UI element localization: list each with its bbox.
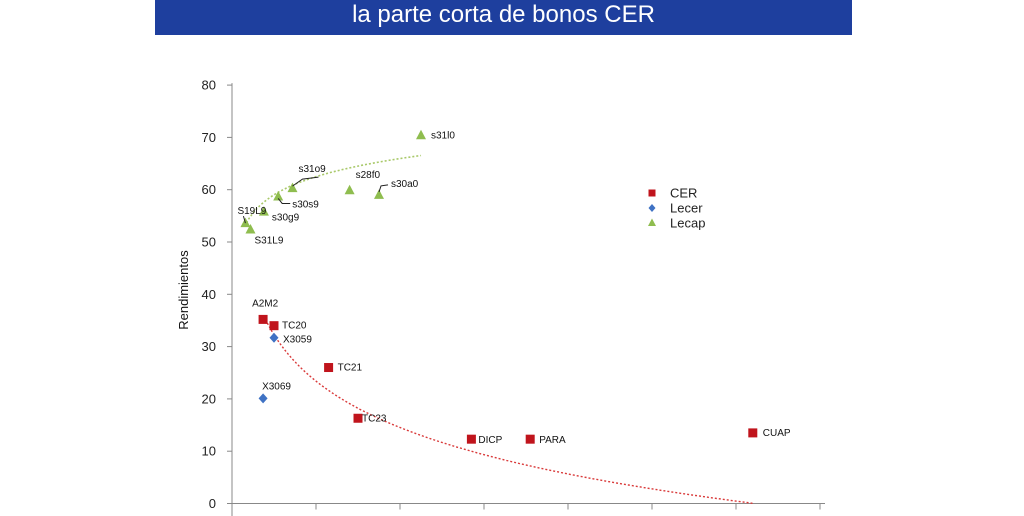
legend-label: Lecer: [670, 201, 703, 216]
legend-marker-lecap: [648, 218, 656, 226]
cer-point: [525, 434, 535, 444]
data-label: X3069: [262, 381, 291, 392]
y-tick-label: 70: [202, 130, 216, 145]
data-label: PARA: [539, 435, 566, 446]
y-tick-label: 0: [209, 496, 216, 511]
cer-point: [353, 413, 363, 423]
data-label: s28f0: [356, 170, 381, 181]
cer-point: [258, 314, 268, 324]
trend-lines: [243, 154, 755, 505]
y-tick-label: 50: [202, 235, 216, 250]
leader-line: [292, 176, 319, 187]
leader-line: [378, 184, 389, 193]
data-label: TC20: [282, 321, 307, 332]
data-label: s31l0: [431, 130, 455, 141]
lecap-point: [344, 184, 355, 195]
legend-marker-lecer: [648, 204, 656, 212]
leader-line: [277, 198, 291, 204]
cer-point: [324, 363, 334, 373]
lecap-point: [287, 182, 298, 193]
point-labels: A2M2 TC20 TC21 TC23 DICP PARA CUAP X3059 X3069 S1…: [237, 130, 790, 446]
cer-point: [748, 428, 758, 438]
y-tick-label: 20: [202, 391, 216, 406]
lecer-point: [258, 393, 268, 404]
lecap-point: [258, 206, 269, 216]
legend-marker-cer: [648, 189, 656, 197]
leader-line: [242, 216, 246, 224]
lecap-point: [245, 223, 256, 234]
y-tick-label: 40: [202, 287, 216, 302]
data-label: TC21: [338, 363, 363, 374]
y-tick-label: 10: [202, 444, 216, 459]
legend-label: Lecap: [670, 216, 705, 231]
data-label: s31o9: [298, 164, 326, 175]
data-label: A2M2: [252, 298, 279, 309]
data-label: TC23: [362, 413, 387, 424]
slide-title-banner: la parte corta de bonos CER: [155, 0, 852, 35]
slide-title: la parte corta de bonos CER: [352, 1, 655, 28]
lecap-point: [416, 129, 426, 140]
data-label: X3059: [283, 335, 312, 346]
y-axis-label: Rendimientos: [176, 250, 191, 330]
data-label: s30a0: [391, 179, 419, 190]
data-label: S19L9: [237, 206, 266, 217]
y-tick-label: 80: [202, 78, 216, 93]
y-tick-label: 30: [202, 339, 216, 354]
data-label: s30s9: [292, 199, 319, 210]
chart-axes: 0 10 20 30 40 50 60 70 80: [202, 78, 825, 516]
lecer-point: [269, 332, 279, 343]
legend-label: CER: [670, 186, 697, 201]
data-label: DICP: [478, 435, 502, 446]
data-label: CUAP: [763, 428, 791, 439]
lecap-point: [273, 190, 284, 201]
data-label: s30g9: [272, 213, 300, 224]
cer-point: [269, 321, 279, 331]
data-label: S31L9: [254, 235, 283, 246]
cer-point: [466, 434, 476, 444]
y-tick-label: 60: [202, 182, 216, 197]
cer-trend-line: [266, 322, 755, 505]
lecap-point: [374, 189, 384, 199]
